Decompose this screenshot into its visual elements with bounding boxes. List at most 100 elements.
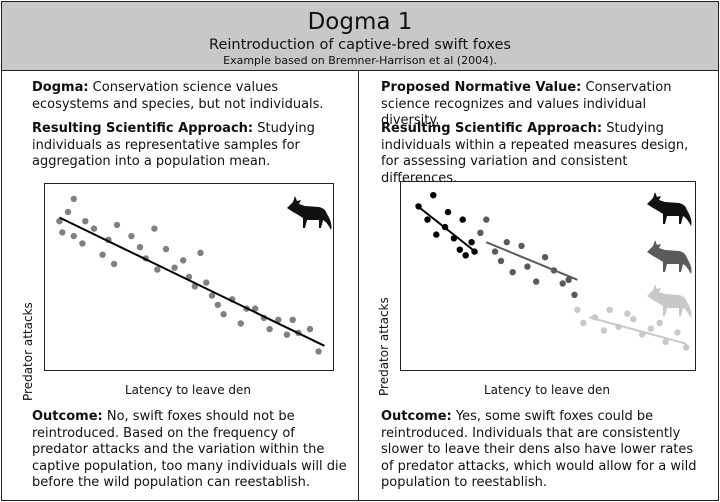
left-point-13 xyxy=(136,244,144,251)
left-point-8 xyxy=(99,251,106,258)
right-series-2-point-12 xyxy=(674,329,681,336)
right-series-2-trend-line xyxy=(588,316,687,345)
right-series-1-point-9 xyxy=(541,254,549,261)
right-series-0-point-2 xyxy=(430,192,437,199)
left-approach-text: Studying individuals as representative s… xyxy=(32,121,315,169)
left-point-17 xyxy=(162,245,170,253)
left-point-19 xyxy=(180,257,187,264)
right-series-0-point-8 xyxy=(459,216,466,223)
normative-value-text: Conservation science recognizes and valu… xyxy=(381,80,672,128)
left-point-0 xyxy=(56,218,63,225)
right-series-1-point-4 xyxy=(503,239,510,246)
left-point-32 xyxy=(266,325,273,333)
left-point-35 xyxy=(289,316,296,323)
right-series-2-point-10 xyxy=(656,319,663,327)
column-divider xyxy=(358,71,359,500)
fox-icon xyxy=(287,196,332,230)
right-series-2-point-3 xyxy=(600,327,608,334)
left-point-18 xyxy=(171,264,178,271)
black-fox-icon xyxy=(647,192,692,226)
right-series-2-point-13 xyxy=(683,344,690,351)
right-series-1-point-5 xyxy=(509,269,516,276)
left-point-1 xyxy=(64,208,72,216)
left-point-24 xyxy=(208,292,216,299)
right-y-axis-label: Predator attacks xyxy=(377,297,391,396)
right-series-1-point-7 xyxy=(524,263,531,270)
left-y-axis-label: Predator attacks xyxy=(21,302,35,401)
left-x-axis-label: Latency to leave den xyxy=(124,383,252,397)
left-point-7 xyxy=(79,240,86,247)
right-series-2-point-0 xyxy=(574,306,581,313)
right-outcome-label: Outcome: xyxy=(381,409,452,424)
right-approach-statement: Resulting Scientific Approach: Studying … xyxy=(381,121,701,187)
right-scatter-plot xyxy=(400,181,696,371)
right-series-0-trend-line xyxy=(415,203,479,255)
right-series-2-point-9 xyxy=(647,325,655,332)
right-series-1-point-12 xyxy=(565,276,572,283)
right-x-axis-label: Latency to leave den xyxy=(483,383,611,397)
right-series-1-point-1 xyxy=(483,216,490,223)
right-series-0-point-7 xyxy=(456,246,463,253)
right-outcome-text: Yes, some swift foxes could be reintrodu… xyxy=(381,409,697,490)
dogma-statement: Dogma: Conservation science values ecosy… xyxy=(32,80,347,113)
left-point-37 xyxy=(306,325,314,333)
source-note: Example based on Bremner-Harrison et al … xyxy=(223,54,497,67)
right-outcome-statement: Outcome: Yes, some swift foxes could be … xyxy=(381,409,706,492)
right-series-2-point-1 xyxy=(580,319,587,327)
left-point-28 xyxy=(237,320,244,327)
left-point-15 xyxy=(151,225,158,232)
left-trend-line xyxy=(58,216,325,347)
left-point-16 xyxy=(154,266,161,273)
left-point-10 xyxy=(113,221,121,229)
right-series-0-point-1 xyxy=(424,216,431,223)
right-series-0-point-9 xyxy=(462,252,469,259)
light-fox-icon xyxy=(647,284,692,318)
left-point-38 xyxy=(315,348,322,355)
left-point-25 xyxy=(214,301,221,309)
right-series-1-point-3 xyxy=(497,257,505,265)
diagram-subtitle: Reintroduction of captive-bred swift fox… xyxy=(209,37,511,53)
right-approach-text: Studying individuals within a repeated m… xyxy=(381,121,689,186)
right-scatter-svg xyxy=(415,192,692,351)
left-scatter-plot xyxy=(44,183,334,371)
right-series-1-trend-line xyxy=(485,241,578,281)
normative-value-label: Proposed Normative Value: xyxy=(381,80,582,95)
right-series-1-point-6 xyxy=(518,242,525,250)
header-banner: Dogma 1 Reintroduction of captive-bred s… xyxy=(2,2,718,71)
right-series-2-point-11 xyxy=(662,338,669,345)
right-series-1-point-11 xyxy=(559,280,566,287)
left-outcome-label: Outcome: xyxy=(32,409,103,424)
left-outcome-statement: Outcome: No, swift foxes should not be r… xyxy=(32,409,352,492)
left-outcome-text: No, swift foxes should not be reintroduc… xyxy=(32,409,347,490)
left-point-6 xyxy=(90,225,98,232)
left-point-2 xyxy=(70,195,77,203)
right-series-2-point-7 xyxy=(630,316,637,323)
right-series-2-point-6 xyxy=(624,310,631,317)
gray-fox-icon xyxy=(647,240,692,274)
right-series-0-point-3 xyxy=(433,231,440,238)
right-series-0-point-5 xyxy=(444,208,452,216)
left-panel: Dogma: Conservation science values ecosy… xyxy=(2,71,357,500)
right-series-1-point-2 xyxy=(491,248,499,255)
right-approach-label: Resulting Scientific Approach: xyxy=(381,121,603,136)
right-panel: Proposed Normative Value: Conservation s… xyxy=(359,71,714,500)
left-point-4 xyxy=(70,232,77,240)
diagram-title: Dogma 1 xyxy=(307,9,413,35)
left-point-23 xyxy=(203,279,210,286)
right-series-2-point-4 xyxy=(606,306,613,313)
right-series-0-point-10 xyxy=(468,239,475,246)
left-point-33 xyxy=(275,316,282,323)
left-point-34 xyxy=(283,331,291,338)
left-approach-label: Resulting Scientific Approach: xyxy=(32,121,254,136)
left-scatter-svg xyxy=(56,195,332,355)
left-point-11 xyxy=(110,260,118,268)
right-series-1-point-8 xyxy=(533,278,540,285)
left-point-22 xyxy=(197,249,204,256)
left-point-12 xyxy=(128,232,135,240)
dogma-text: Conservation science values ecosystems a… xyxy=(32,80,324,112)
normative-value-statement: Proposed Normative Value: Conservation s… xyxy=(381,80,696,130)
left-point-26 xyxy=(220,311,227,318)
left-point-30 xyxy=(252,305,259,312)
left-approach-statement: Resulting Scientific Approach: Studying … xyxy=(32,121,347,171)
